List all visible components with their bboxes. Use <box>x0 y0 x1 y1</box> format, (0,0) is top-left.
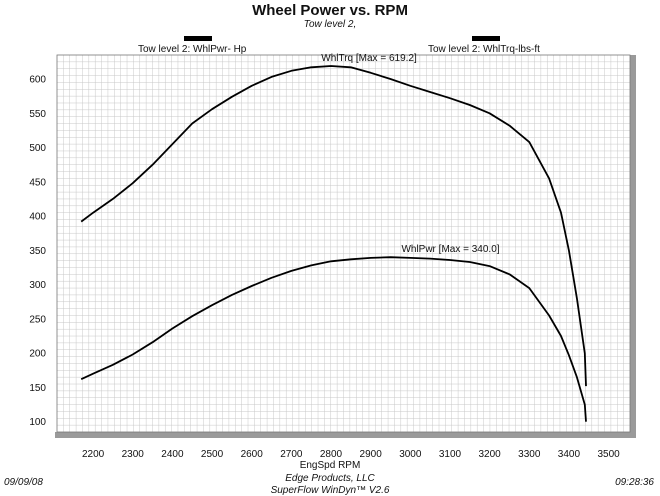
power-line <box>80 256 587 422</box>
x-tick-label: 2600 <box>241 449 264 460</box>
footer-company: Edge Products, LLC <box>285 473 375 484</box>
x-tick-label: 3400 <box>558 449 581 460</box>
x-tick-label: 2200 <box>82 449 105 460</box>
x-tick-label: 2300 <box>122 449 145 460</box>
x-tick-label: 3300 <box>518 449 541 460</box>
x-axis-band <box>55 432 632 438</box>
y-tick-label: 300 <box>29 280 46 291</box>
torque-legend-swatch <box>472 36 500 41</box>
power-legend-swatch <box>184 36 212 41</box>
torque-legend-label: Tow level 2: WhlTrq-lbs-ft <box>428 44 540 55</box>
x-tick-label: 2400 <box>161 449 184 460</box>
chart-subtitle: Tow level 2, <box>303 19 357 30</box>
plot-frame <box>56 54 631 433</box>
power-max-annotation: WhlPwr [Max = 340.0] <box>401 244 499 255</box>
right-axis-band <box>630 55 636 438</box>
y-tick-label: 200 <box>29 349 46 360</box>
footer-time: 09:28:36 <box>615 477 654 488</box>
y-tick-label: 400 <box>29 212 46 223</box>
x-tick-label: 3200 <box>478 449 501 460</box>
y-tick-label: 150 <box>29 383 46 394</box>
x-tick-label: 2500 <box>201 449 224 460</box>
x-tick-label: 2700 <box>280 449 303 460</box>
torque-line <box>80 65 587 387</box>
y-tick-label: 250 <box>29 314 46 325</box>
y-tick-label: 350 <box>29 246 46 257</box>
y-tick-label: 450 <box>29 177 46 188</box>
x-tick-label: 2800 <box>320 449 343 460</box>
footer-software: SuperFlow WinDyn™ V2.6 <box>270 485 390 496</box>
x-axis-label: EngSpd RPM <box>300 460 361 471</box>
y-tick-label: 100 <box>29 417 46 428</box>
y-tick-label: 600 <box>29 74 46 85</box>
x-tick-label: 3500 <box>597 449 620 460</box>
x-tick-label: 2900 <box>360 449 383 460</box>
torque-max-annotation: WhlTrq [Max = 619.2] <box>321 53 417 64</box>
y-tick-label: 500 <box>29 143 46 154</box>
footer-date: 09/09/08 <box>4 477 43 488</box>
y-tick-label: 550 <box>29 109 46 120</box>
x-tick-label: 3000 <box>399 449 422 460</box>
x-tick-label: 3100 <box>439 449 462 460</box>
chart-title: Wheel Power vs. RPM <box>252 2 408 19</box>
power-legend-label: Tow level 2: WhlPwr- Hp <box>138 44 247 55</box>
